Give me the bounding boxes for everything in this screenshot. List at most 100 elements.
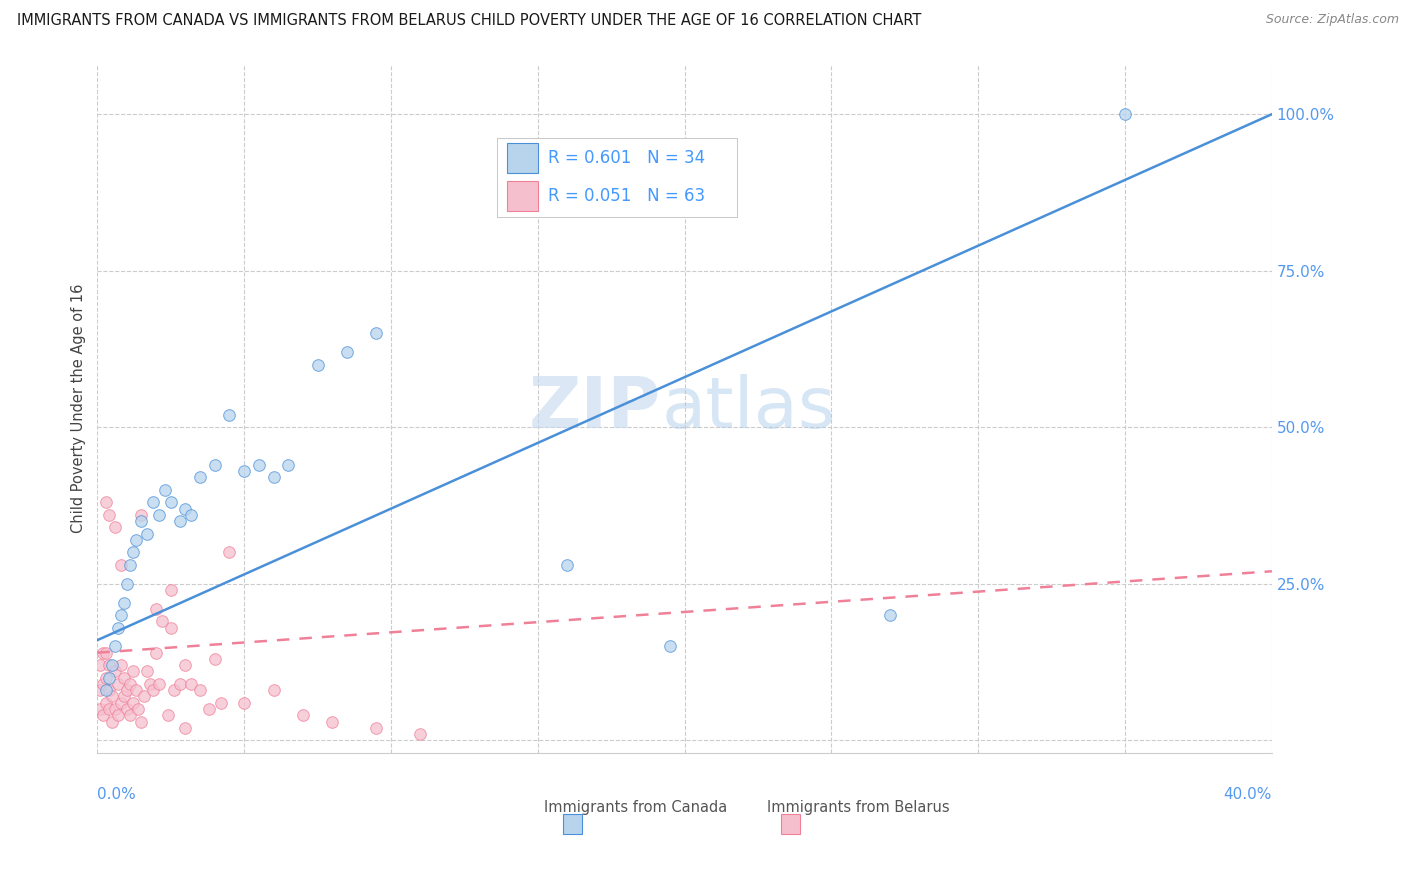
Text: Source: ZipAtlas.com: Source: ZipAtlas.com [1265,13,1399,27]
Point [180,508,202,522]
Point [121,696,143,710]
Point [98,658,121,673]
Point [115,683,138,698]
Point [124,533,146,547]
Point [104,520,127,534]
Point [148,508,170,522]
Point [156,708,179,723]
Point [139,677,162,691]
Point [148,677,170,691]
Point [131,508,153,522]
Point [142,495,165,509]
Point [233,464,256,478]
Point [409,727,432,741]
Point [307,358,329,372]
Point [174,501,197,516]
Point [321,714,343,729]
FancyBboxPatch shape [506,144,538,173]
Point [159,495,181,509]
Point [263,683,285,698]
Point [145,646,167,660]
Point [366,326,388,341]
Point [112,690,135,704]
Point [98,683,121,698]
Point [110,696,132,710]
Point [104,665,127,679]
Point [204,458,226,472]
Point [110,608,132,623]
Point [98,671,121,685]
FancyBboxPatch shape [506,181,538,211]
Point [118,708,141,723]
Point [121,545,143,559]
Point [124,683,146,698]
Point [107,621,129,635]
Text: R = 0.601   N = 34: R = 0.601 N = 34 [547,150,704,168]
Point [136,526,159,541]
Point [91,708,114,723]
Point [1114,107,1136,121]
Point [247,458,270,472]
Point [134,690,156,704]
Point [131,714,153,729]
Point [96,646,118,660]
Point [174,721,197,735]
Point [218,545,240,559]
Point [169,514,191,528]
Point [98,702,121,716]
Point [263,470,285,484]
Point [209,696,232,710]
Point [96,696,118,710]
Point [233,696,256,710]
Point [96,495,118,509]
Point [110,658,132,673]
Point [145,602,167,616]
Point [107,708,129,723]
Point [118,558,141,572]
Point [121,665,143,679]
Point [336,345,359,359]
Point [291,708,314,723]
Text: atlas: atlas [661,374,835,443]
Text: ZIP: ZIP [529,374,661,443]
Point [180,677,202,691]
Point [96,671,118,685]
Point [159,621,181,635]
Text: IMMIGRANTS FROM CANADA VS IMMIGRANTS FROM BELARUS CHILD POVERTY UNDER THE AGE OF: IMMIGRANTS FROM CANADA VS IMMIGRANTS FRO… [17,13,921,29]
Point [163,683,186,698]
Point [98,508,121,522]
Point [198,702,221,716]
Point [174,658,197,673]
Point [101,714,124,729]
Point [115,576,138,591]
Point [91,646,114,660]
Point [150,615,173,629]
Point [112,596,135,610]
Text: Immigrants from Belarus: Immigrants from Belarus [766,800,949,814]
Point [89,683,111,698]
Point [101,690,124,704]
Point [104,702,127,716]
Point [153,483,176,497]
Point [555,558,578,572]
Point [204,652,226,666]
Point [142,683,165,698]
Point [169,677,191,691]
Point [89,658,111,673]
Point [879,608,901,623]
Text: 40.0%: 40.0% [1223,788,1272,802]
Point [159,582,181,597]
Point [89,702,111,716]
Point [366,721,388,735]
Point [110,558,132,572]
Y-axis label: Child Poverty Under the Age of 16: Child Poverty Under the Age of 16 [72,284,86,533]
Point [115,702,138,716]
Point [96,683,118,698]
Point [107,677,129,691]
Point [131,514,153,528]
Point [136,665,159,679]
Point [658,640,681,654]
Point [112,671,135,685]
Point [118,677,141,691]
Point [104,640,127,654]
